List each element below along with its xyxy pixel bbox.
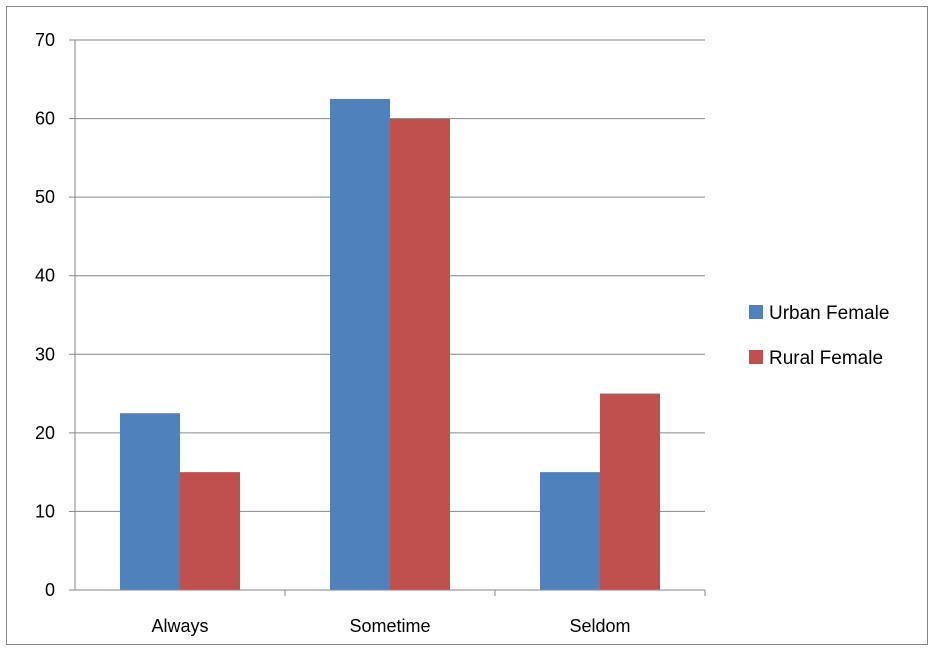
x-tick-label: Always: [151, 616, 208, 636]
legend-label: Urban Female: [769, 303, 889, 324]
bar-rural-female-seldom: [600, 393, 660, 590]
x-tick-label: Seldom: [569, 616, 630, 636]
y-axis-ticks: 0 10 20 30 40 50 60 70: [35, 30, 75, 600]
y-tick-label: 70: [35, 30, 55, 50]
y-tick-label: 40: [35, 266, 55, 286]
bar-urban-female-sometime: [330, 98, 390, 590]
legend-label: Rural Female: [769, 348, 883, 369]
y-tick-label: 30: [35, 344, 55, 364]
bar-rural-female-always: [180, 472, 240, 590]
bars: [120, 98, 660, 591]
y-tick-label: 10: [35, 501, 55, 521]
y-tick-label: 60: [35, 109, 55, 129]
y-tick-label: 20: [35, 423, 55, 443]
y-tick-label: 50: [35, 187, 55, 207]
axes: [74, 40, 705, 591]
legend: Urban Female Rural Female: [749, 303, 889, 369]
bar-rural-female-sometime: [390, 118, 450, 591]
legend-swatch: [749, 305, 763, 319]
x-axis-ticks: Always Sometime Seldom: [151, 590, 706, 636]
y-tick-label: 0: [45, 580, 55, 600]
bar-urban-female-seldom: [540, 472, 600, 590]
bar-urban-female-always: [120, 413, 180, 590]
legend-swatch: [749, 350, 763, 364]
x-tick-label: Sometime: [349, 616, 430, 636]
